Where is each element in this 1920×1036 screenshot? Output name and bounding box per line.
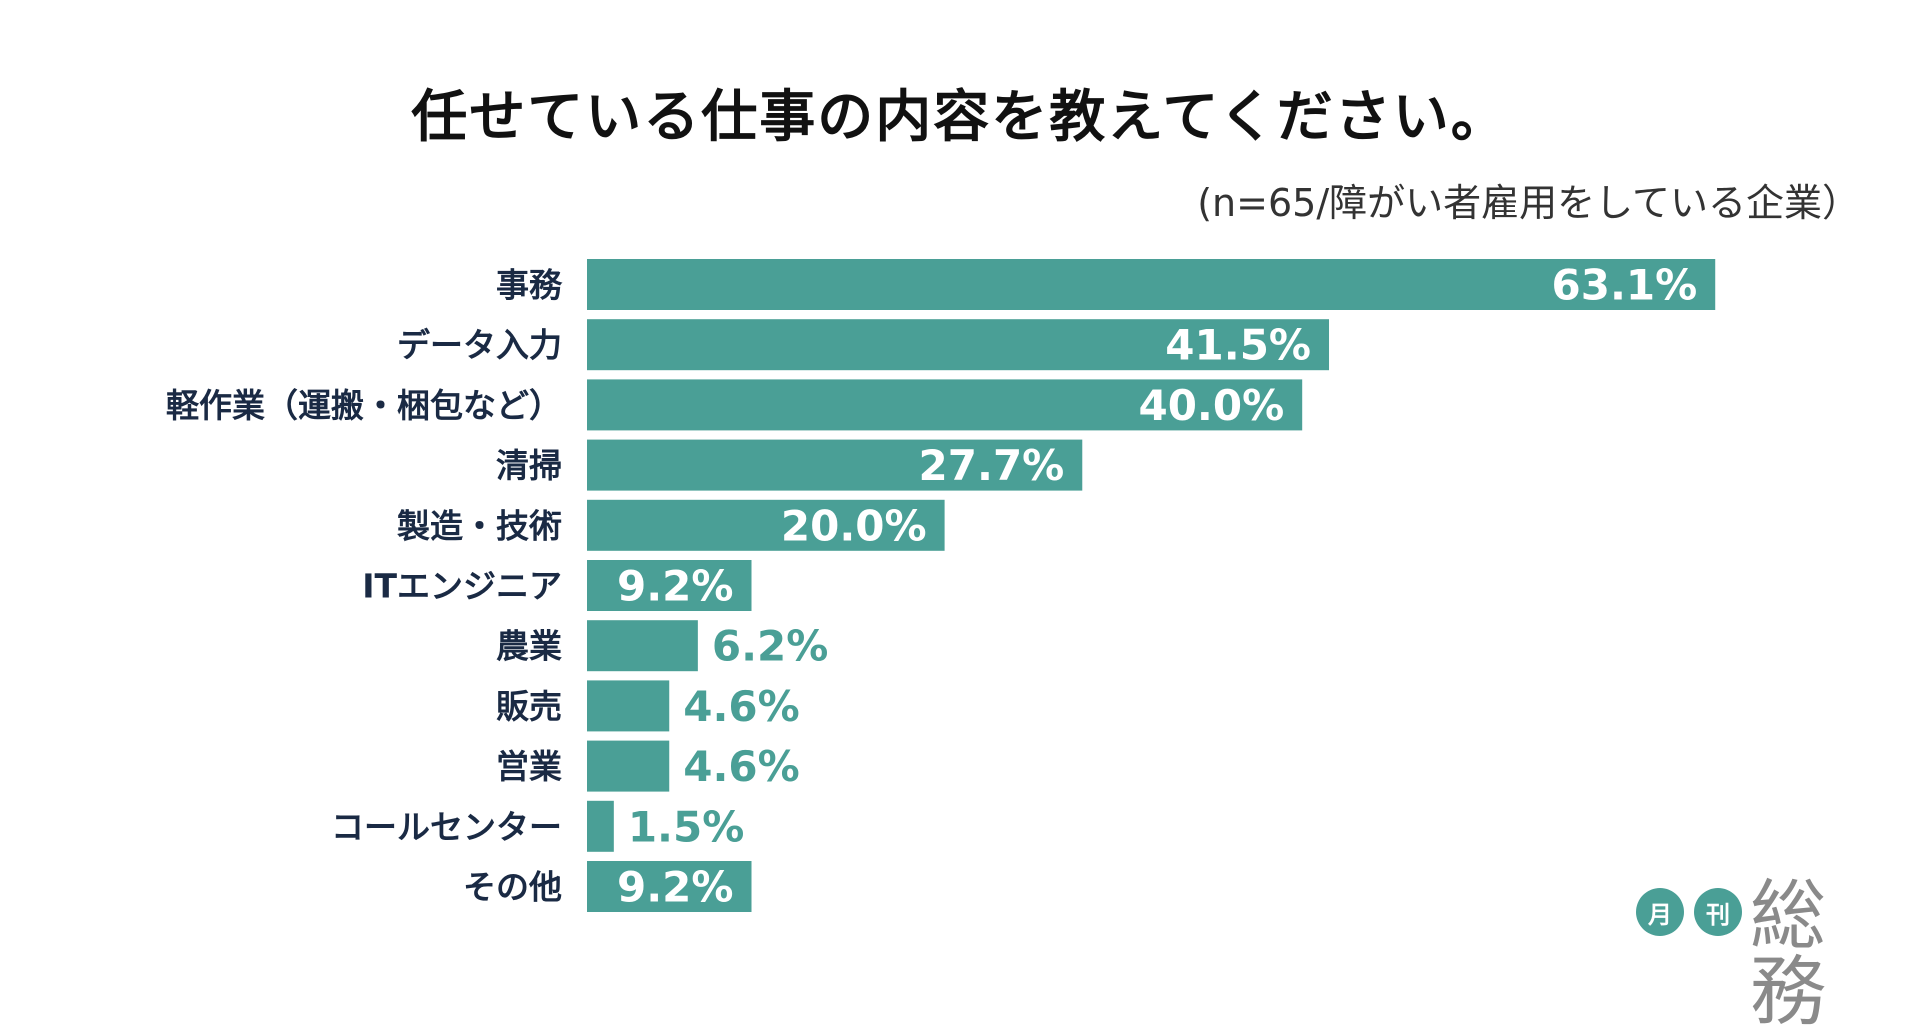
category-label: その他 — [463, 868, 562, 907]
bar — [587, 319, 1330, 371]
bar — [587, 740, 670, 792]
category-label: ITエンジニア — [362, 567, 562, 606]
value-label: 6.2% — [712, 622, 828, 671]
value-label: 4.6% — [683, 682, 799, 731]
category-label: 事務 — [496, 266, 563, 305]
category-label: データ入力 — [397, 326, 562, 365]
category-label: コールセンター — [331, 807, 562, 846]
value-label: 4.6% — [683, 742, 799, 791]
monthly-soumu-logo: 月 刊 総務 — [1636, 878, 1886, 1030]
sample-note: (n=65/障がい者雇用をしている企業） — [1197, 181, 1860, 225]
bar — [587, 680, 670, 732]
value-label: 9.2% — [617, 562, 733, 611]
category-label: 軽作業（運搬・梱包など） — [166, 386, 562, 425]
bar — [587, 861, 752, 912]
category-label: 清掃 — [496, 446, 562, 485]
category-label: 販売 — [496, 687, 562, 726]
category-label: 製造・技術 — [397, 506, 562, 545]
bar — [587, 800, 614, 852]
bar — [587, 259, 1716, 310]
value-label: 41.5% — [1165, 321, 1311, 370]
bar — [587, 499, 945, 551]
value-label: 40.0% — [1138, 381, 1284, 430]
value-label: 63.1% — [1552, 261, 1698, 310]
value-label: 9.2% — [617, 863, 733, 912]
logo-badge-tsuki: 月 — [1636, 888, 1684, 936]
bar-chart: 事務 63.1% データ入力 41.5% 軽作業（運搬・梱包など） 40.0% 清掃 27.7… — [166, 259, 1716, 912]
logo-badge-kan: 刊 — [1694, 888, 1742, 936]
bar — [587, 620, 698, 672]
bar — [587, 560, 752, 611]
bar — [587, 439, 1083, 491]
value-label: 27.7% — [919, 441, 1065, 490]
value-label: 20.0% — [781, 501, 927, 550]
value-label: 1.5% — [628, 802, 744, 851]
category-label: 農業 — [496, 627, 562, 666]
logo-wordmark: 総務 — [1750, 871, 1828, 1036]
page-title: 任せている仕事の内容を教えてください。 — [411, 85, 1509, 150]
category-label: 営業 — [496, 747, 562, 786]
bar — [587, 379, 1303, 431]
